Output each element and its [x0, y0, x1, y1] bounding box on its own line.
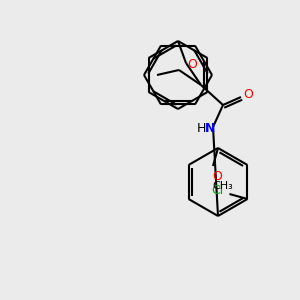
Text: O: O — [243, 88, 253, 101]
Text: O: O — [187, 58, 197, 71]
Text: N: N — [205, 122, 215, 136]
Text: CH₃: CH₃ — [213, 181, 233, 191]
Text: Cl: Cl — [211, 184, 224, 197]
Text: H: H — [196, 122, 206, 136]
Text: O: O — [212, 169, 222, 182]
